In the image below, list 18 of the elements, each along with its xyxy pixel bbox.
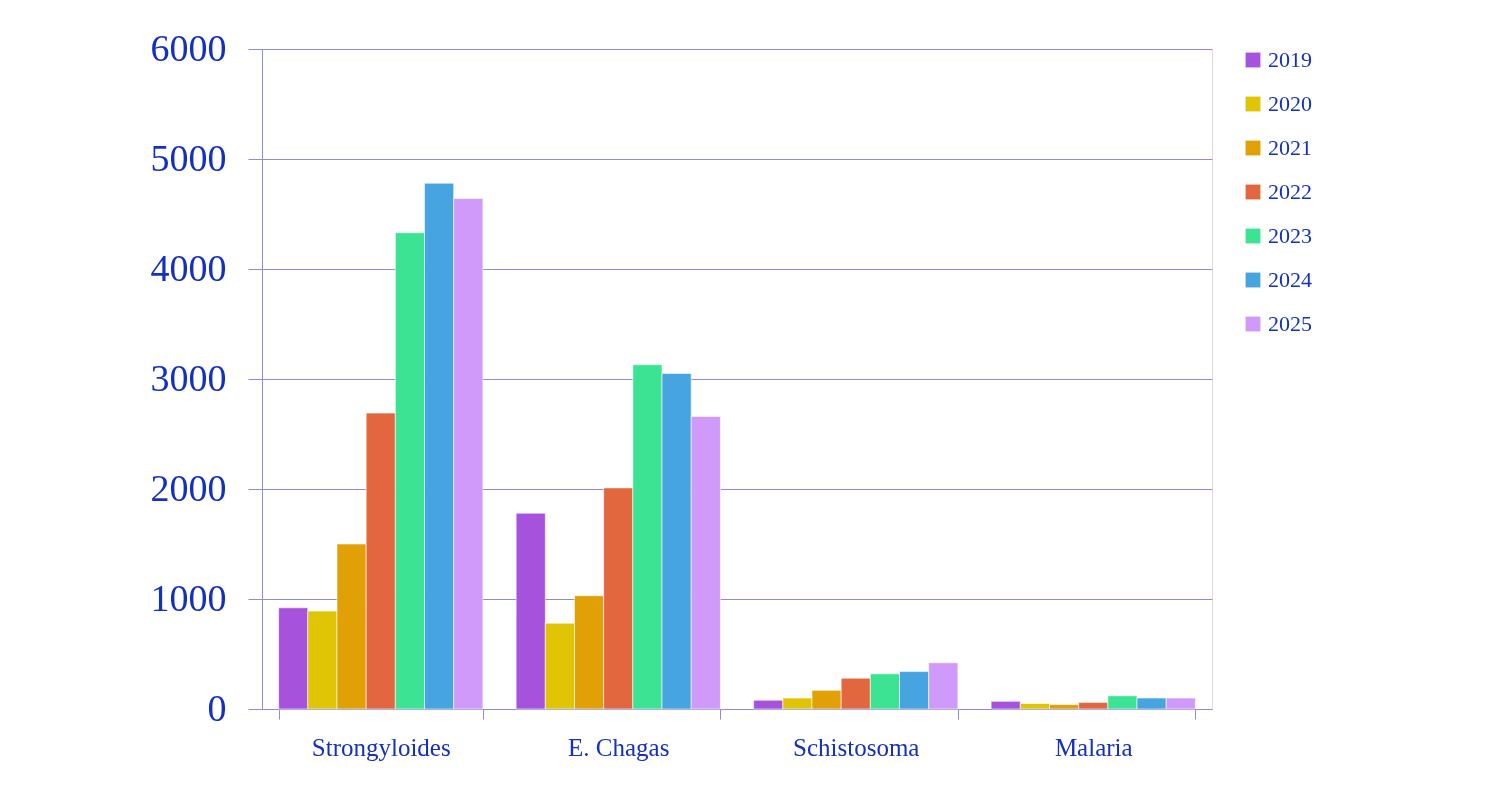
legend-label: 2022 (1268, 179, 1312, 204)
y-tick-label: 5000 (150, 136, 227, 179)
legend-label: 2019 (1268, 47, 1312, 72)
y-tick-label: 6000 (150, 26, 227, 69)
x-tick-label: Malaria (1054, 733, 1133, 761)
x-tick-label: Schistosoma (793, 733, 920, 761)
y-tick-label: 4000 (150, 246, 227, 289)
legend-label: 2021 (1268, 135, 1312, 160)
legend-label: 2025 (1268, 311, 1312, 336)
y-tick-label: 2000 (150, 466, 227, 509)
y-tick-label: 0 (207, 686, 227, 729)
legend-label: 2024 (1268, 267, 1312, 292)
legend-label: 2023 (1268, 223, 1312, 248)
y-tick-label: 1000 (150, 576, 227, 619)
x-tick-label: E. Chagas (568, 733, 670, 761)
legend-label: 2020 (1268, 91, 1312, 116)
x-tick-label: Strongyloides (311, 733, 451, 761)
y-tick-label: 3000 (150, 356, 227, 399)
